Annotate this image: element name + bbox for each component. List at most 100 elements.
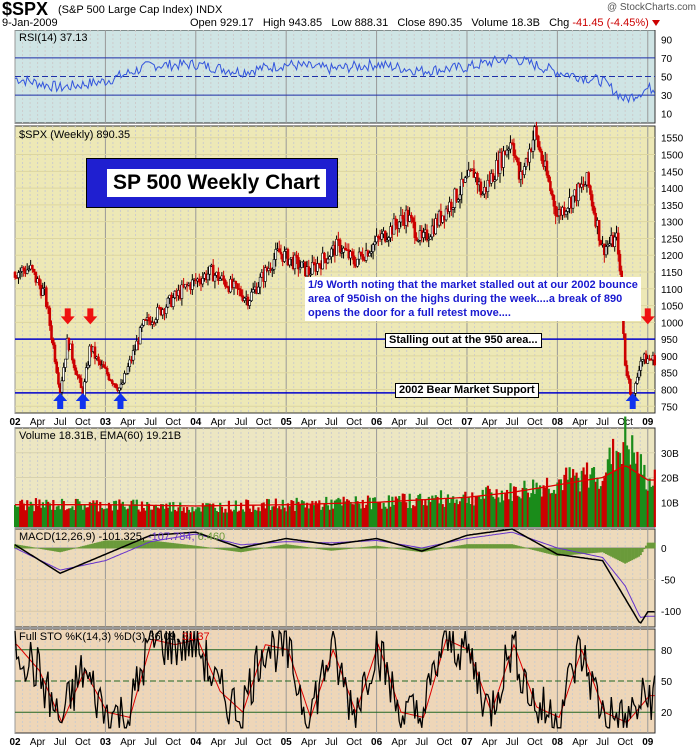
x-tick-label: Apr — [572, 417, 588, 428]
candle-body — [97, 356, 100, 362]
volume-bar — [45, 499, 48, 527]
x-tick-label: 09 — [642, 737, 654, 748]
macd-histogram-bar — [332, 547, 335, 551]
down-arrow-icon — [83, 308, 98, 325]
volume-bar — [354, 496, 357, 527]
macd-histogram-bar — [488, 544, 491, 549]
macd-histogram-bar — [568, 547, 571, 556]
candle-body — [465, 175, 469, 179]
macd-histogram-bar — [33, 547, 36, 549]
down-arrow-icon — [60, 308, 75, 325]
macd-histogram-bar — [601, 547, 604, 553]
volume-bar — [474, 496, 477, 527]
volume-bar — [535, 482, 538, 527]
volume-bar — [285, 511, 288, 527]
candle-body — [111, 380, 114, 384]
volume-bar — [551, 492, 554, 527]
volume-bar — [436, 496, 439, 527]
candle-body — [564, 211, 568, 215]
macd-histogram-bar — [290, 544, 293, 549]
volume-bar — [561, 490, 564, 527]
macd-histogram-bar — [57, 547, 60, 552]
volume-bar — [281, 499, 284, 527]
volume-bar — [598, 488, 601, 527]
up-arrow-icon — [53, 393, 68, 409]
volume-y-tick: 30B — [661, 449, 679, 460]
macd-histogram-bar — [622, 547, 625, 563]
volume-bar — [299, 503, 302, 527]
volume-bar — [622, 442, 625, 527]
volume-bar — [267, 499, 271, 527]
macd-histogram-bar — [175, 543, 178, 549]
macd-histogram-bar — [295, 545, 298, 549]
volume-bar — [34, 498, 38, 527]
volume-bar — [264, 508, 267, 527]
macd-histogram-bar — [276, 545, 279, 549]
macd-histogram-bar — [293, 545, 296, 549]
volume-bar — [481, 489, 484, 527]
volume-bar — [321, 506, 324, 527]
macd-histogram-bar — [273, 546, 276, 549]
volume-bar — [170, 511, 173, 527]
volume-bar — [293, 511, 297, 527]
candle-body — [592, 205, 596, 214]
volume-bar — [599, 486, 603, 527]
macd-histogram-bar — [239, 547, 242, 553]
volume-bar — [252, 505, 255, 527]
candle-body — [17, 272, 20, 278]
macd-histogram-bar — [443, 547, 446, 549]
macd-histogram-bar — [606, 547, 609, 555]
macd-histogram-bar — [217, 547, 220, 550]
candle-body — [545, 160, 549, 176]
volume-bar — [213, 507, 217, 527]
macd-histogram-bar — [245, 547, 248, 552]
volume-bar — [133, 504, 137, 527]
macd-histogram-bar — [605, 547, 608, 555]
volume-bar — [358, 503, 361, 527]
volume-bar — [532, 479, 535, 527]
candle-body — [133, 349, 137, 352]
volume-bar — [246, 500, 250, 527]
macd-histogram-bar — [366, 546, 369, 549]
macd-histogram-bar — [45, 547, 48, 550]
volume-bar — [33, 511, 36, 527]
sto-y-tick: 20 — [661, 708, 673, 719]
volume-y-tick: 10B — [661, 498, 679, 509]
candle-body — [48, 307, 52, 326]
volume-bar — [420, 498, 423, 527]
candle-body — [123, 373, 126, 384]
macd-histogram-bar — [578, 547, 581, 555]
volume-bar — [74, 498, 78, 527]
index-full-name: (S&P 500 Large Cap Index) — [58, 4, 193, 16]
volume-bar — [592, 467, 596, 527]
x-tick-label: Jul — [54, 737, 67, 748]
candle-body — [171, 297, 175, 307]
candle-body — [76, 374, 79, 377]
macd-histogram-bar — [340, 547, 343, 550]
candle-body — [392, 218, 396, 235]
volume-bar — [78, 501, 81, 527]
x-tick-label: Apr — [482, 417, 498, 428]
macd-histogram-bar — [511, 544, 514, 549]
macd-histogram-bar — [279, 545, 282, 549]
rsi-y-tick: 30 — [661, 91, 673, 102]
volume-bar — [577, 477, 580, 527]
macd-histogram-bar — [311, 547, 314, 549]
high-value: 943.85 — [288, 17, 323, 29]
price-y-tick: 1200 — [661, 251, 684, 262]
macd-histogram-bar — [220, 547, 223, 550]
macd-histogram-bar — [109, 540, 112, 549]
volume-bar — [231, 511, 234, 527]
macd-histogram-bar — [533, 547, 536, 551]
volume-bar — [552, 489, 556, 527]
macd-histogram-bar — [66, 547, 69, 551]
macd-histogram-bar — [259, 547, 262, 550]
candle-body — [251, 289, 255, 293]
candle-body — [53, 344, 57, 363]
macd-histogram-bar — [563, 547, 566, 556]
candle-body — [105, 368, 109, 375]
volume-bar — [361, 499, 364, 527]
volume-bar — [62, 501, 65, 527]
macd-histogram-bar — [333, 547, 336, 551]
analyst-note: 1/9 Worth noting that the market stalled… — [305, 277, 641, 321]
